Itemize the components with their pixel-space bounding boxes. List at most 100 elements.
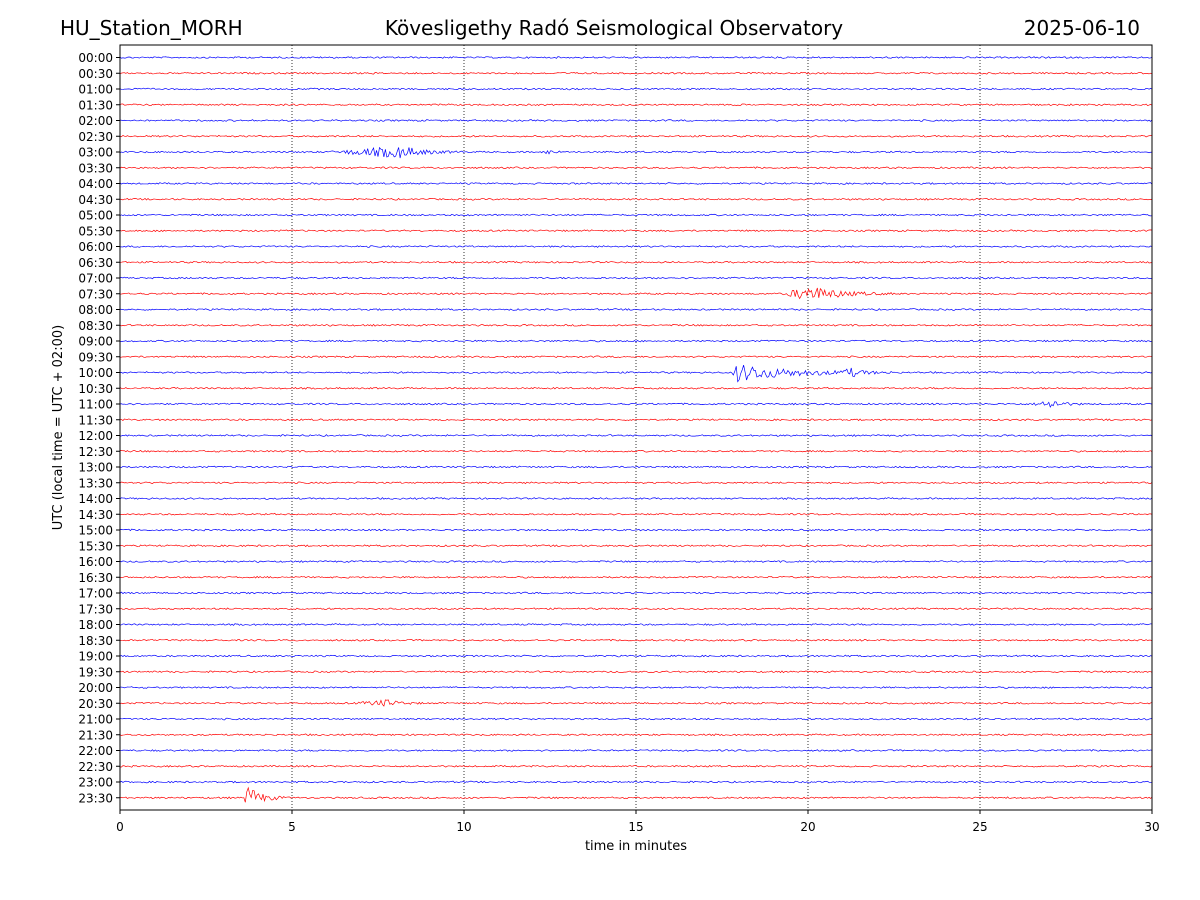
trace-1430 [119,512,1153,516]
y-tick-label: 11:30 [78,413,113,427]
y-tick-label: 16:30 [78,571,113,585]
trace-0830 [119,323,1153,327]
y-tick-label: 06:30 [78,256,113,270]
y-tick-label: 05:00 [78,209,113,223]
y-tick-label: 23:30 [78,791,113,805]
trace-1030 [119,386,1153,390]
y-tick-label: 15:00 [78,524,113,538]
y-tick-label: 22:30 [78,760,113,774]
y-tick-label: 18:00 [78,618,113,632]
trace-0630 [119,260,1153,264]
y-tick-label: 13:30 [78,476,113,490]
y-tick-label: 13:00 [78,461,113,475]
trace-1930 [119,670,1153,674]
trace-0330 [119,166,1153,170]
trace-0530 [119,229,1153,233]
y-tick-label: 14:00 [78,492,113,506]
y-tick-label: 17:30 [78,602,113,616]
y-tick-label: 03:30 [78,161,113,175]
y-tick-label: 02:00 [78,114,113,128]
trace-2230 [119,764,1153,768]
y-tick-label: 08:00 [78,303,113,317]
trace-0930 [119,355,1153,359]
trace-0800 [119,308,1153,311]
y-tick-label: 07:30 [78,287,113,301]
x-tick-label: 0 [116,820,124,834]
x-tick-label: 15 [628,820,643,834]
x-tick-label: 20 [800,820,815,834]
y-tick-label: 17:00 [78,587,113,601]
y-tick-label: 08:30 [78,319,113,333]
y-tick-label: 04:30 [78,193,113,207]
trace-1730 [119,607,1153,611]
y-tick-label: 16:00 [78,555,113,569]
x-tick-label: 10 [456,820,471,834]
y-tick-label: 01:00 [78,83,113,97]
trace-1000 [119,364,1153,383]
trace-1400 [119,497,1153,500]
y-tick-label: 10:30 [78,382,113,396]
trace-1800 [119,623,1153,626]
trace-0730 [119,287,1153,300]
trace-1700 [119,591,1153,595]
y-tick-label: 21:00 [78,713,113,727]
trace-0300 [119,146,1153,159]
y-tick-label: 02:30 [78,130,113,144]
chart-date: 2025-06-10 [1023,16,1140,40]
trace-1600 [119,560,1153,563]
trace-0200 [119,119,1153,122]
x-tick-label: 5 [288,820,296,834]
trace-1200 [119,434,1153,437]
trace-1830 [119,638,1153,642]
y-tick-label: 00:00 [78,51,113,65]
y-tick-label: 20:30 [78,697,113,711]
y-tick-label: 03:00 [78,146,113,160]
y-tick-label: 01:30 [78,98,113,112]
y-tick-label: 22:00 [78,744,113,758]
trace-2000 [119,686,1153,689]
y-axis-label: UTC (local time = UTC + 02:00) [51,325,66,530]
grid-lines [291,45,981,810]
x-ticks: 0 5 10 15 20 25 30 [116,810,1160,834]
trace-1130 [119,418,1153,422]
trace-0030 [119,71,1153,75]
y-tick-label: 14:30 [78,508,113,522]
trace-2130 [119,733,1153,737]
trace-0700 [119,276,1153,280]
trace-1100 [119,401,1153,408]
trace-1900 [119,654,1153,658]
y-tick-label: 04:00 [78,177,113,191]
trace-1530 [119,544,1153,548]
y-tick-label: 06:00 [78,240,113,254]
y-tick-label: 00:30 [78,67,113,81]
trace-0130 [119,103,1153,107]
trace-0430 [119,197,1153,201]
y-tick-label: 09:30 [78,350,113,364]
trace-2330 [119,786,1153,803]
trace-2100 [119,717,1153,721]
y-tick-label: 19:00 [78,650,113,664]
y-tick-label: 18:30 [78,634,113,648]
station-name: HU_Station_MORH [60,16,243,40]
chart-title: Kövesligethy Radó Seismological Observat… [384,16,844,40]
trace-2030 [119,699,1153,707]
trace-0100 [119,87,1153,91]
trace-0900 [119,339,1153,343]
trace-1630 [119,575,1153,579]
y-tick-label: 20:00 [78,681,113,695]
trace-1230 [119,449,1153,453]
x-axis-label: time in minutes [585,839,687,854]
y-tick-label: 15:30 [78,539,113,553]
trace-2300 [119,780,1153,784]
traces [119,56,1153,803]
y-tick-label: 09:00 [78,335,113,349]
y-tick-label: 21:30 [78,728,113,742]
x-tick-label: 30 [1144,820,1159,834]
trace-0000 [119,56,1153,59]
trace-1300 [119,465,1153,469]
y-tick-label: 05:30 [78,224,113,238]
y-tick-label: 12:30 [78,445,113,459]
y-tick-label: 07:00 [78,272,113,286]
trace-1500 [119,528,1153,532]
